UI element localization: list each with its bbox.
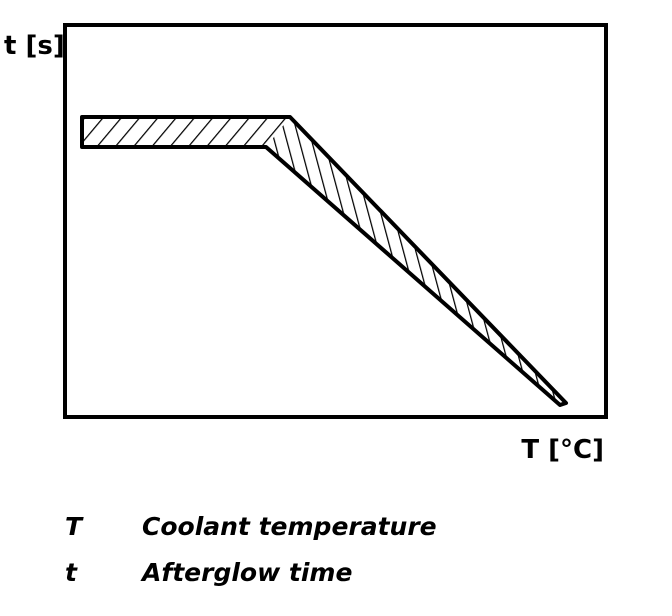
y-axis-label: t [s] xyxy=(4,31,65,61)
band-flat xyxy=(82,117,290,147)
legend-description: Afterglow time xyxy=(140,558,352,587)
plot-frame xyxy=(63,23,608,419)
legend-symbol: T xyxy=(65,512,84,541)
band-slope xyxy=(266,117,566,405)
legend-symbol: t xyxy=(65,558,78,587)
legend-description: Coolant temperature xyxy=(142,512,437,541)
band-outline xyxy=(80,115,568,407)
x-axis-label: T [°C] xyxy=(521,435,604,465)
